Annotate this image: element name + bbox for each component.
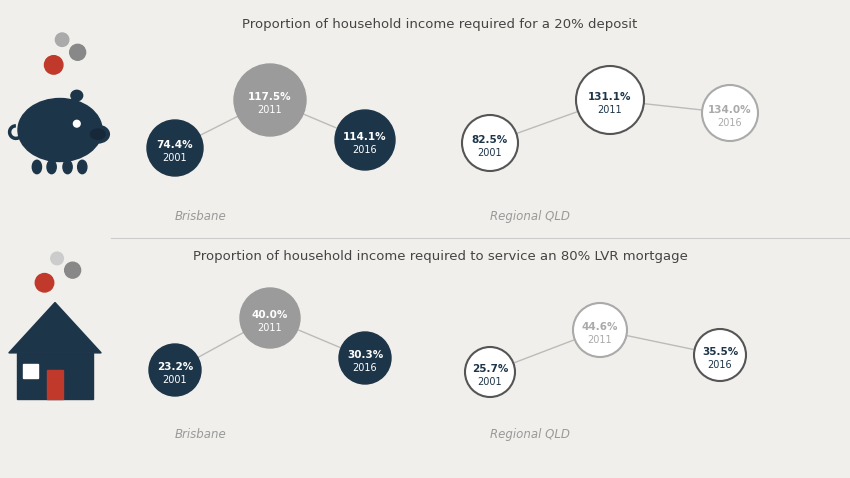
Circle shape [149, 344, 201, 396]
Ellipse shape [32, 160, 42, 174]
Circle shape [573, 303, 627, 357]
Text: 2011: 2011 [587, 335, 612, 345]
Text: 2011: 2011 [258, 323, 282, 333]
Text: 131.1%: 131.1% [588, 92, 632, 102]
Circle shape [73, 120, 80, 127]
Ellipse shape [18, 98, 102, 162]
Circle shape [51, 252, 64, 265]
Circle shape [55, 33, 69, 46]
Circle shape [65, 262, 81, 278]
Text: 35.5%: 35.5% [702, 347, 738, 357]
Circle shape [147, 120, 203, 176]
Text: 23.2%: 23.2% [157, 362, 193, 372]
Text: 114.1%: 114.1% [343, 132, 387, 142]
Text: 134.0%: 134.0% [708, 105, 751, 115]
FancyBboxPatch shape [17, 353, 93, 399]
Text: 2011: 2011 [598, 105, 622, 115]
Circle shape [576, 66, 644, 134]
Text: Proportion of household income required to service an 80% LVR mortgage: Proportion of household income required … [193, 250, 688, 263]
Polygon shape [8, 303, 101, 353]
Text: 74.4%: 74.4% [156, 140, 193, 150]
Text: 2016: 2016 [717, 118, 742, 128]
Circle shape [462, 115, 518, 171]
Text: 2001: 2001 [162, 153, 187, 163]
Ellipse shape [63, 160, 72, 174]
Text: Regional QLD: Regional QLD [490, 428, 570, 441]
Ellipse shape [86, 125, 110, 143]
Text: 30.3%: 30.3% [347, 350, 383, 360]
Text: 82.5%: 82.5% [472, 135, 508, 145]
FancyBboxPatch shape [24, 364, 38, 378]
Text: 2011: 2011 [258, 105, 282, 115]
Text: 40.0%: 40.0% [252, 310, 288, 320]
Circle shape [465, 347, 515, 397]
Circle shape [335, 110, 395, 170]
Circle shape [240, 288, 300, 348]
Text: 2001: 2001 [478, 148, 502, 158]
Circle shape [339, 332, 391, 384]
Ellipse shape [71, 90, 82, 101]
Text: 25.7%: 25.7% [472, 364, 508, 374]
Text: 2016: 2016 [353, 145, 377, 155]
Ellipse shape [77, 160, 87, 174]
Circle shape [234, 64, 306, 136]
Circle shape [70, 44, 86, 60]
Text: 2016: 2016 [708, 360, 733, 370]
Ellipse shape [90, 128, 105, 140]
FancyBboxPatch shape [48, 369, 63, 399]
Text: 2001: 2001 [478, 377, 502, 387]
Text: 44.6%: 44.6% [581, 322, 618, 332]
Ellipse shape [47, 160, 56, 174]
Text: 2016: 2016 [353, 363, 377, 373]
Text: Regional QLD: Regional QLD [490, 210, 570, 223]
Text: 117.5%: 117.5% [248, 92, 292, 102]
Circle shape [35, 273, 54, 292]
Circle shape [702, 85, 758, 141]
Text: Brisbane: Brisbane [175, 210, 227, 223]
Text: 2001: 2001 [162, 375, 187, 385]
Text: Proportion of household income required for a 20% deposit: Proportion of household income required … [242, 18, 638, 31]
Circle shape [694, 329, 746, 381]
Circle shape [44, 55, 63, 74]
Text: Brisbane: Brisbane [175, 428, 227, 441]
